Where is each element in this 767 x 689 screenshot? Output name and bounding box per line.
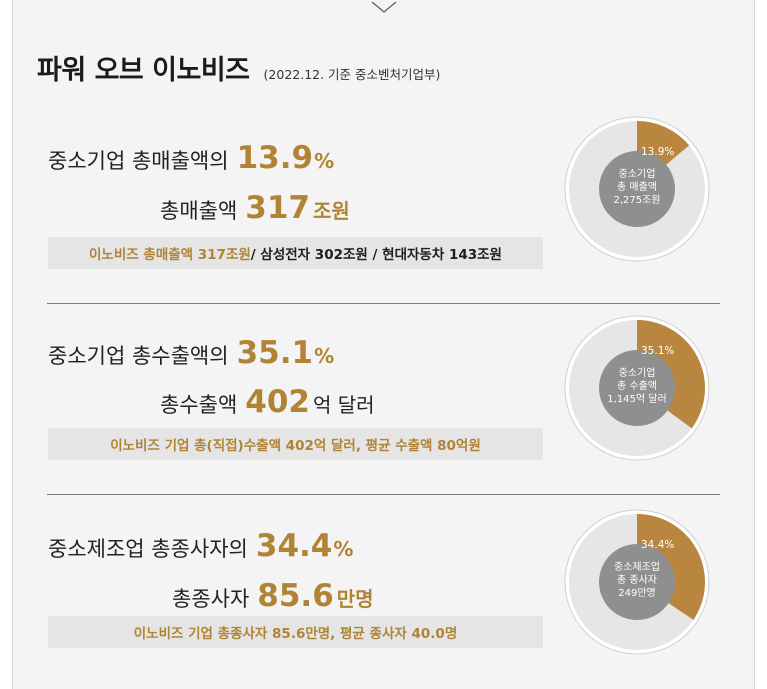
donut-center: [599, 544, 675, 620]
header: 파워 오브 이노비즈 (2022.12. 기준 중소벤처기업부): [37, 48, 440, 87]
donut-center-label: 중소제조업: [614, 560, 660, 573]
export-total-unit: 억 달러: [313, 393, 375, 417]
export-donut-chart: 35.1% 중소기업 총 수출액 1,145억 달러: [562, 313, 712, 463]
export-total-label: 총수출액: [160, 393, 238, 417]
sales-note-highlight: 이노비즈 총매출액 317조원: [89, 247, 251, 263]
employee-note: 이노비즈 기업 총종사자 85.6만명, 평균 종사자 40.0명: [48, 616, 543, 648]
export-note: 이노비즈 기업 총(직접)수출액 402억 달러, 평균 수출액 80억원: [48, 428, 543, 460]
page-subtitle: (2022.12. 기준 중소벤처기업부): [263, 67, 441, 82]
chevron-down-icon: [371, 1, 397, 13]
donut-percent-label: 34.4%: [641, 539, 674, 551]
employee-total-line: 총종사자 85.6 만명: [172, 578, 374, 614]
export-share-line: 중소기업 총수출액의 35.1 %: [48, 335, 334, 371]
sales-share-value: 13.9: [236, 140, 314, 176]
sales-donut-chart: 13.9% 중소기업 총 매출액 2,275조원: [562, 114, 712, 264]
sales-share-line: 중소기업 총매출액의 13.9 %: [48, 140, 334, 176]
employee-share-unit: %: [333, 537, 354, 561]
donut-center-label: 1,145억 달러: [607, 393, 666, 405]
employee-total-label: 총종사자: [172, 587, 250, 611]
sales-share-label: 중소기업 총매출액의: [48, 149, 229, 173]
export-share-value: 35.1: [236, 335, 314, 371]
sales-share-unit: %: [314, 149, 335, 173]
export-total-value: 402: [245, 384, 310, 420]
sales-note: 이노비즈 총매출액 317조원 / 삼성전자 302조원 / 현대자동차 143…: [48, 237, 543, 269]
employee-share-value: 34.4: [255, 528, 333, 564]
export-share-unit: %: [314, 344, 335, 368]
donut-center: [599, 350, 675, 426]
sales-total-line: 총매출액 317 조원: [160, 190, 350, 226]
sales-total-unit: 조원: [313, 199, 350, 223]
employee-share-line: 중소제조업 총종사자의 34.4 %: [48, 528, 353, 564]
page-title: 파워 오브 이노비즈: [37, 55, 250, 86]
donut-center-label: 총 매출액: [617, 181, 657, 193]
sales-total-value: 317: [245, 190, 310, 226]
donut-center-label: 중소기업: [619, 366, 656, 379]
donut-center: [599, 151, 675, 227]
export-note-highlight: 이노비즈 기업 총(직접)수출액 402억 달러, 평균 수출액 80억원: [110, 438, 481, 454]
employee-note-highlight: 이노비즈 기업 총종사자 85.6만명, 평균 종사자 40.0명: [133, 626, 458, 642]
export-share-label: 중소기업 총수출액의: [48, 344, 229, 368]
donut-center-label: 총 수출액: [617, 380, 657, 392]
donut-percent-label: 35.1%: [641, 345, 674, 357]
sales-total-label: 총매출액: [160, 199, 238, 223]
employee-donut-chart: 34.4% 중소제조업 총 종사자 249만명: [562, 507, 712, 657]
employee-share-label: 중소제조업 총종사자의: [48, 537, 248, 561]
section-divider: [47, 494, 720, 495]
export-total-line: 총수출액 402 억 달러: [160, 384, 375, 420]
sales-note-compare: / 삼성전자 302조원 / 현대자동차 143조원: [250, 247, 502, 263]
donut-center-label: 2,275조원: [613, 194, 660, 206]
donut-center-label: 249만명: [618, 587, 656, 599]
donut-percent-label: 13.9%: [641, 146, 674, 158]
donut-center-label: 중소기업: [619, 167, 656, 180]
employee-total-unit: 만명: [336, 587, 374, 611]
donut-center-label: 총 종사자: [617, 574, 657, 586]
employee-total-value: 85.6: [257, 578, 334, 614]
section-divider: [47, 303, 720, 304]
